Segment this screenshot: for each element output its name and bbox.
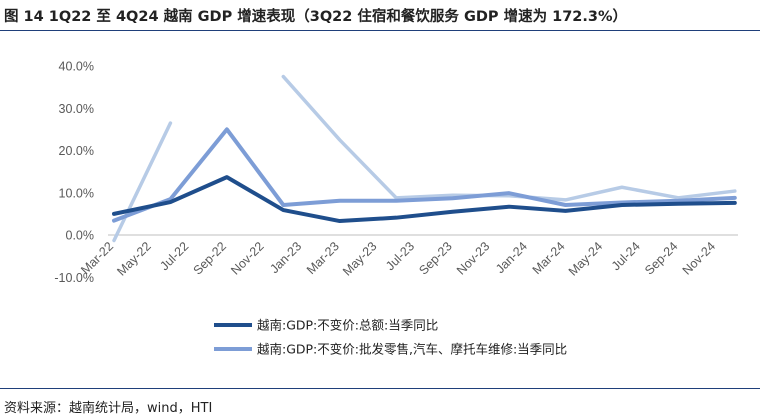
x-tick-label: Jan-23: [267, 239, 304, 276]
x-tick-label: Jan-24: [493, 239, 530, 276]
series-line-0: [112, 175, 737, 224]
x-tick-label: Jul-23: [383, 239, 417, 273]
series-line-1: [112, 127, 737, 223]
series-line-2: [281, 74, 737, 202]
x-tick-label: Nov-22: [228, 239, 266, 277]
y-tick-label: 0.0%: [66, 229, 95, 243]
x-tick-label: Jul-22: [157, 239, 191, 273]
line-chart: -10.0%0.0%10.0%20.0%30.0%40.0% Mar-22May…: [54, 60, 738, 357]
y-axis-ticks: -10.0% 0.0% 10.0% 20.0% 30.0% 40.0%: [54, 60, 94, 285]
x-tick-label: Nov-23: [454, 239, 492, 277]
source-rule: [0, 388, 760, 389]
x-tick-label: Mar-24: [530, 239, 568, 277]
x-tick-label: May-22: [114, 239, 153, 278]
y-tick-label: 40.0%: [59, 60, 94, 74]
x-tick-label: Sep-24: [642, 239, 680, 277]
x-tick-label: Nov-24: [680, 239, 718, 277]
x-tick-label: May-24: [566, 239, 605, 278]
figure-title: 图 14 1Q22 至 4Q24 越南 GDP 增速表现（3Q22 住宿和餐饮服…: [4, 9, 628, 25]
title-rule: [0, 30, 760, 31]
legend-label: 越南:GDP:不变价:总额:当季同比: [257, 318, 438, 333]
x-tick-label: Mar-22: [78, 239, 116, 277]
x-tick-label: Sep-22: [191, 239, 229, 277]
source-note: 资料来源：越南统计局，wind，HTI: [4, 401, 213, 416]
y-tick-label: 10.0%: [59, 186, 94, 200]
legend-label: 越南:GDP:不变价:批发零售,汽车、摩托车维修:当季同比: [257, 342, 567, 357]
x-tick-label: May-23: [340, 239, 379, 278]
x-tick-label: Mar-23: [304, 239, 342, 277]
y-tick-label: -10.0%: [54, 271, 94, 285]
x-tick-label: Jul-24: [609, 239, 643, 273]
x-tick-label: Sep-23: [416, 239, 454, 277]
chart-series: [112, 74, 737, 243]
y-tick-label: 30.0%: [59, 102, 94, 116]
chart-legend: 越南:GDP:不变价:总额:当季同比越南:GDP:不变价:批发零售,汽车、摩托车…: [214, 318, 567, 357]
series-line-2: [112, 121, 173, 243]
y-tick-label: 20.0%: [59, 144, 94, 158]
